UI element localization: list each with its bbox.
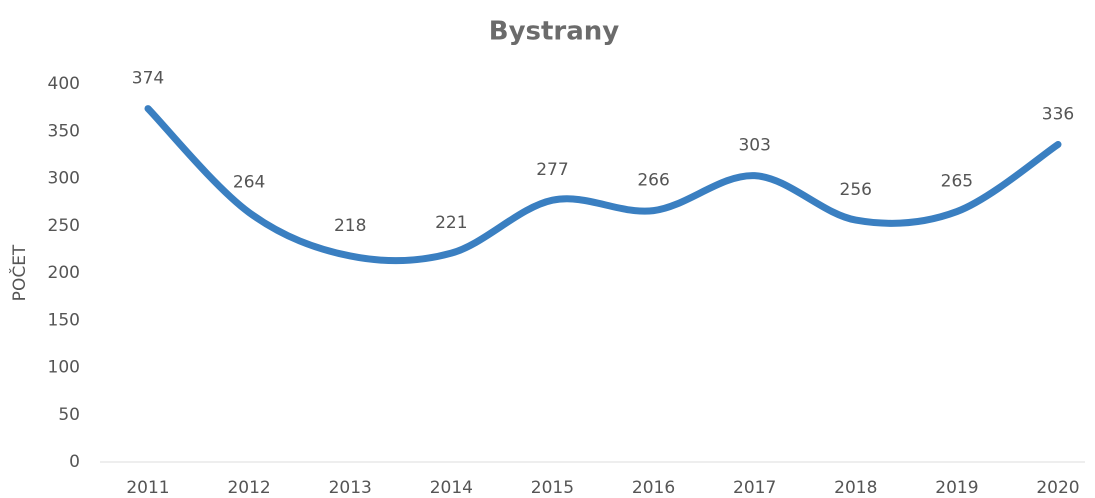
x-tick-label: 2012 xyxy=(227,478,270,498)
x-tick-label: 2020 xyxy=(1036,478,1079,498)
x-tick-label: 2011 xyxy=(126,478,169,498)
y-tick-label: 100 xyxy=(48,358,80,378)
data-label: 336 xyxy=(1042,104,1074,124)
line xyxy=(144,105,1062,265)
y-tick-label: 150 xyxy=(48,310,80,330)
data-label: 265 xyxy=(941,172,973,192)
data-label: 218 xyxy=(334,216,366,236)
y-tick-label: 400 xyxy=(48,74,80,94)
x-tick-label: 2017 xyxy=(733,478,776,498)
data-label: 266 xyxy=(637,171,669,191)
data-label: 264 xyxy=(233,173,265,193)
y-tick-label: 350 xyxy=(48,121,80,141)
x-tick-label: 2015 xyxy=(531,478,574,498)
x-tick-label: 2014 xyxy=(430,478,473,498)
y-tick-label: 0 xyxy=(69,452,80,472)
y-tick-label: 300 xyxy=(48,169,80,189)
x-tick-label: 2013 xyxy=(329,478,372,498)
data-label: 256 xyxy=(840,180,872,200)
y-axis-label: POČET xyxy=(8,244,30,301)
chart-title: Bystrany xyxy=(489,17,620,47)
x-tick-label: 2018 xyxy=(834,478,877,498)
x-tick-label: 2019 xyxy=(935,478,978,498)
x-tick-label: 2016 xyxy=(632,478,675,498)
y-tick-label: 250 xyxy=(48,216,80,236)
data-label: 277 xyxy=(536,160,568,180)
data-label: 303 xyxy=(738,136,770,156)
y-tick-label: 200 xyxy=(48,263,80,283)
data-label: 221 xyxy=(435,213,467,233)
data-label: 374 xyxy=(132,69,164,89)
y-tick-label: 50 xyxy=(58,405,80,425)
